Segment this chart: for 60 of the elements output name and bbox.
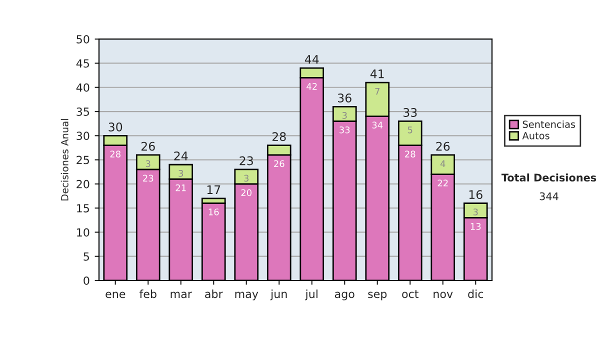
x-tick-label: sep [368, 292, 387, 300]
data-label: 3 [244, 174, 249, 182]
x-tick-label: dic [468, 290, 484, 298]
y-tick-label: 15 [77, 204, 89, 212]
data-label: 3 [342, 112, 347, 119]
y-tick-label: 0 [84, 276, 90, 285]
data-label: 33 [340, 126, 350, 134]
x-tick-label: jun [270, 290, 287, 300]
data-label: 3 [146, 160, 150, 168]
y-tick-label: 25 [76, 156, 89, 164]
x-tick-label: oct [402, 290, 418, 298]
data-label: 3 [178, 170, 184, 177]
y-tick-label: 40 [76, 83, 90, 92]
data-label: 21 [176, 184, 186, 192]
text: Total Decisiones [501, 173, 596, 182]
y-tick-label: 10 [77, 228, 90, 237]
total-label: 44 [304, 55, 319, 64]
data-label: 23 [143, 174, 154, 182]
x-tick-label: feb [139, 290, 156, 298]
total-label: 26 [436, 142, 450, 151]
total-label: 24 [174, 151, 188, 160]
total-label: 33 [404, 108, 417, 117]
total-label: 28 [272, 132, 286, 142]
legend-label: Autos [522, 132, 550, 140]
x-tick-label: mar [170, 292, 192, 298]
data-label: 16 [208, 208, 219, 216]
x-tick-label: ago [334, 292, 354, 300]
data-label: 20 [241, 189, 252, 196]
total-label: 36 [338, 94, 352, 102]
data-label: 3 [473, 208, 478, 216]
total-label: 41 [370, 70, 384, 78]
data-label: 4 [440, 160, 446, 167]
text: 344 [540, 192, 558, 200]
total-label: 23 [240, 156, 253, 166]
data-label: 34 [372, 122, 383, 128]
y-tick-label: 30 [76, 132, 90, 140]
x-tick-label: may [235, 292, 258, 300]
total-label: 16 [469, 190, 482, 200]
data-label: 26 [274, 160, 284, 168]
x-tick-label: jul [305, 290, 318, 300]
x-tick-label: abr [205, 290, 223, 298]
total-label: 26 [141, 142, 155, 151]
y-tick-label: 20 [76, 180, 90, 188]
y-tick-label: 45 [76, 59, 89, 68]
data-label: 22 [438, 180, 448, 186]
data-label: 28 [110, 150, 120, 158]
x-tick-label: ene [106, 292, 126, 298]
data-label: 7 [375, 88, 380, 95]
total-label: 17 [207, 185, 220, 194]
data-label: 42 [306, 83, 317, 90]
data-label: 13 [470, 223, 481, 230]
legend-label: Sentencias [522, 120, 576, 128]
x-tick-label: nov [434, 292, 453, 298]
y-tick-label: 35 [76, 107, 89, 116]
y-axis-title: Decisiones Anual [60, 119, 68, 200]
data-label: 28 [405, 150, 416, 158]
y-tick-label: 5 [84, 252, 89, 261]
data-label: 5 [408, 126, 412, 134]
total-label: 30 [108, 122, 122, 132]
y-tick-label: 50 [76, 35, 90, 44]
